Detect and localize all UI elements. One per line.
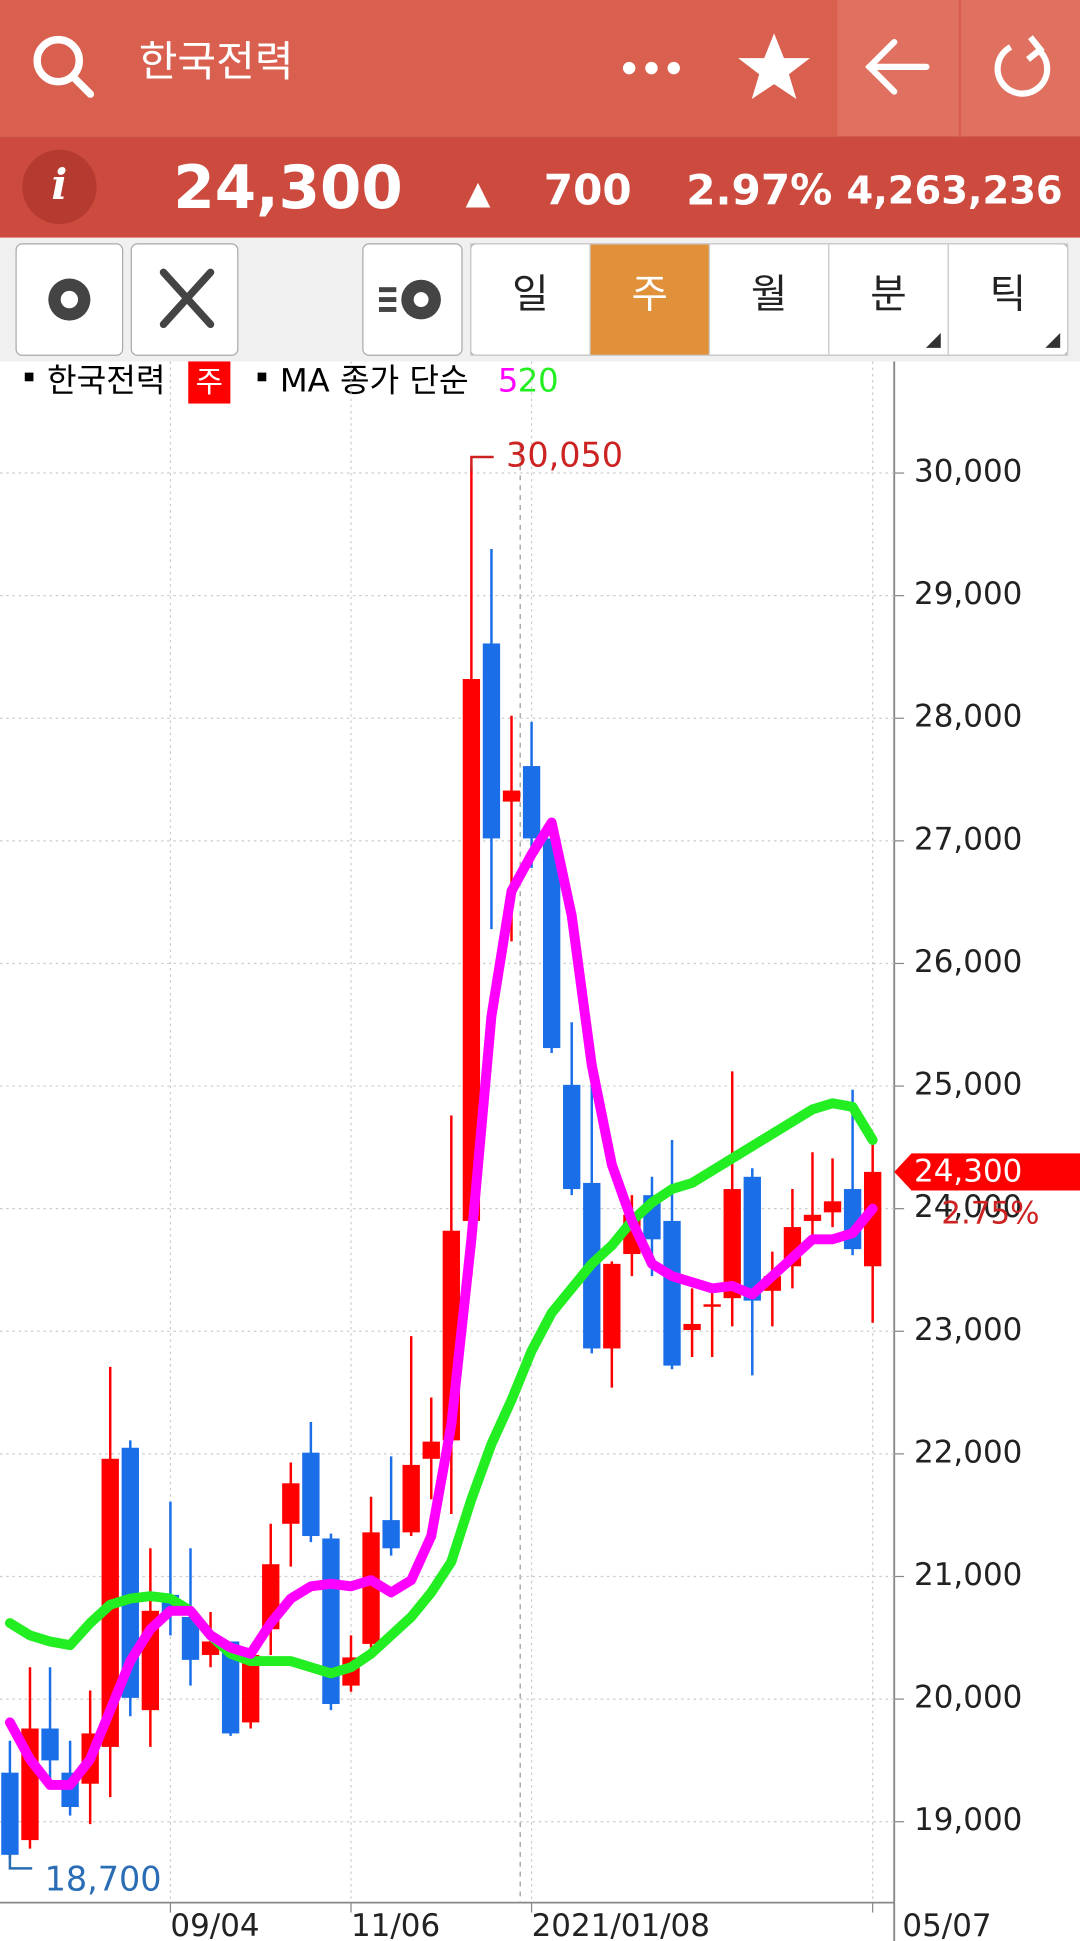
legend-bullet [24, 372, 34, 382]
candle-body [683, 1323, 701, 1331]
x-tick-label: 05/07 [902, 1908, 991, 1941]
legend-bullet [257, 372, 267, 382]
candle-body [302, 1452, 320, 1537]
change: 700 [544, 166, 632, 215]
candle-body [362, 1532, 380, 1644]
x-tick-label: 09/04 [170, 1908, 259, 1941]
period-tab-label: 틱 [990, 272, 1026, 318]
candle-body [563, 1084, 581, 1190]
candle-body [603, 1263, 621, 1349]
x-tick-label: 11/06 [351, 1908, 440, 1941]
candle-body [663, 1220, 681, 1366]
candle-body [482, 643, 501, 839]
y-tick-label: 30,000 [914, 454, 1022, 490]
candle-body [542, 838, 561, 1049]
y-tick-label: 28,000 [914, 699, 1022, 735]
candle-body [121, 1447, 139, 1698]
legend-ma-20: 20 [518, 362, 559, 400]
last-price-label: 24,300 [914, 1154, 1022, 1190]
candle-body [422, 1441, 440, 1459]
max-marker [470, 455, 494, 472]
back-icon [865, 38, 930, 95]
info-button[interactable] [22, 149, 97, 225]
candle-body [1, 1772, 19, 1855]
candle-body [181, 1616, 200, 1660]
legend-name: 한국전력 [47, 362, 165, 400]
candle-body [242, 1654, 260, 1723]
search-icon[interactable] [33, 35, 95, 98]
candle-body [823, 1201, 842, 1213]
volume: 4,263,236 [847, 169, 1063, 214]
change-rate: 2.97% [686, 166, 832, 215]
tab-corner [925, 332, 941, 348]
min-label: 18,700 [45, 1859, 162, 1898]
gear-icon [48, 278, 91, 321]
candle-body [402, 1464, 420, 1533]
legend-ma-5: 5 [498, 362, 518, 400]
candle-body [703, 1304, 721, 1307]
legend-ma: MA 종가 단순 [280, 362, 469, 400]
more-icon[interactable] [622, 61, 680, 75]
candle-body [221, 1641, 240, 1734]
period-tab[interactable] [947, 243, 1069, 356]
price: 24,300 [173, 154, 402, 223]
legend-period: 주 [196, 365, 223, 400]
candle-body [723, 1189, 741, 1299]
period-tab-label: 일 [512, 272, 548, 318]
candle-body [41, 1728, 59, 1761]
candle-body [522, 766, 541, 839]
favorite-icon[interactable] [738, 33, 810, 100]
y-tick-label: 20,000 [914, 1680, 1022, 1716]
last-change-label: 2.75% [941, 1196, 1039, 1232]
y-tick-label: 21,000 [914, 1557, 1022, 1593]
period-tab-label: 주 [632, 272, 668, 318]
min-marker [8, 1853, 33, 1870]
y-tick-label: 27,000 [914, 821, 1022, 857]
indicator-icon [378, 279, 441, 320]
x-tick-label: 2021/01/08 [532, 1908, 710, 1941]
direction: ▲ [466, 173, 491, 211]
y-tick-label: 29,000 [914, 576, 1022, 612]
candle-body [803, 1214, 822, 1221]
max-label: 30,050 [506, 436, 623, 475]
candle-body [502, 790, 521, 802]
y-tick-label: 24,000 [914, 1189, 1022, 1225]
chart-area [0, 361, 1080, 1941]
candle-body [322, 1538, 340, 1705]
period-tab-label: 분 [870, 272, 906, 318]
candle-body [462, 679, 481, 1221]
candle-body [864, 1171, 882, 1267]
y-tick-label: 26,000 [914, 944, 1022, 980]
legend-period-box [188, 361, 231, 404]
info-icon: i [51, 159, 67, 209]
ma-line [4, 1098, 878, 1679]
y-tick-label: 25,000 [914, 1067, 1022, 1103]
tools-icon [159, 268, 215, 329]
refresh-button[interactable] [961, 0, 1080, 137]
y-tick-label: 23,000 [914, 1312, 1022, 1348]
period-tab-label: 월 [751, 272, 787, 318]
y-tick-label: 19,000 [914, 1802, 1022, 1838]
y-tick-label: 22,000 [914, 1434, 1022, 1470]
refresh-icon [994, 35, 1051, 97]
ma-line [4, 817, 878, 1790]
candle-body [743, 1176, 761, 1301]
stock-name: 한국전력 [139, 37, 294, 86]
last-price-tag [894, 1153, 1080, 1191]
period-tab[interactable] [589, 243, 711, 356]
price-bar [0, 136, 1080, 238]
candle-body [282, 1483, 300, 1524]
candle-body [382, 1520, 400, 1549]
